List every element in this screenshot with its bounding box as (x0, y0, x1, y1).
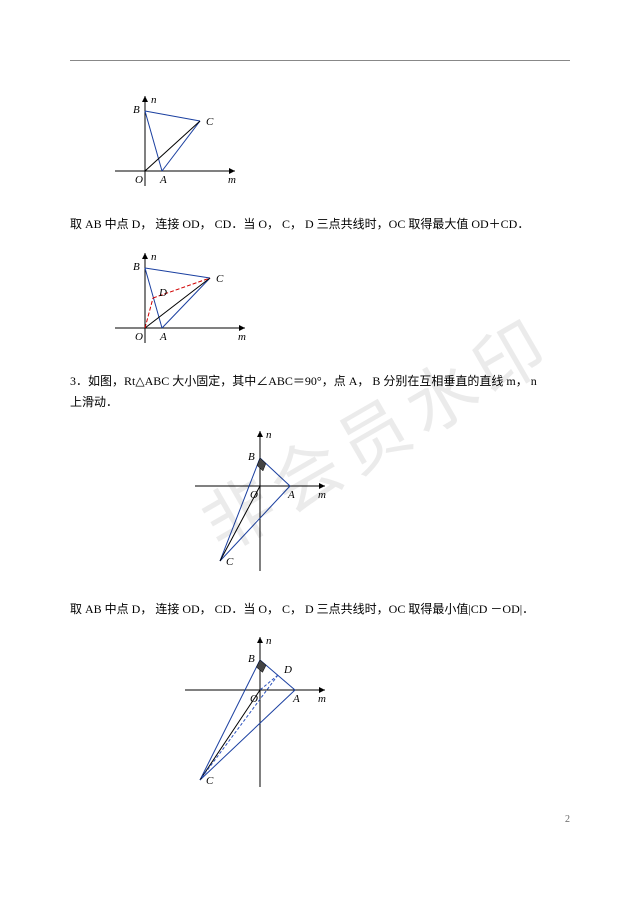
svg-text:m: m (228, 174, 236, 186)
svg-text:C: C (226, 556, 234, 568)
svg-text:O: O (135, 174, 143, 186)
svg-text:A: A (159, 331, 167, 343)
svg-text:m: m (318, 489, 326, 501)
svg-text:D: D (158, 287, 167, 299)
svg-text:m: m (318, 693, 326, 705)
svg-text:n: n (151, 251, 157, 263)
paragraph-2-line1: 3．如图，Rt△ABC 大小固定，其中∠ABC＝90°，点 A， B 分别在互相… (70, 374, 537, 388)
svg-text:A: A (159, 174, 167, 186)
svg-text:A: A (292, 693, 300, 705)
svg-text:n: n (266, 429, 272, 441)
svg-text:B: B (133, 104, 140, 116)
svg-text:B: B (133, 261, 140, 273)
svg-text:B: B (248, 653, 255, 665)
svg-text:n: n (151, 94, 157, 106)
svg-text:O: O (250, 489, 258, 501)
svg-text:m: m (238, 331, 246, 343)
document-page: m n A B C O 取 AB 中点 D， 连接 OD， CD．当 O， C， D 三点… (0, 0, 640, 855)
figure-2: m n A B C O D (110, 248, 570, 353)
svg-text:O: O (135, 331, 143, 343)
figure-4: m n A B C O D (180, 632, 570, 797)
svg-text:B: B (248, 451, 255, 463)
page-number: 2 (565, 814, 570, 825)
paragraph-3: 取 AB 中点 D， 连接 OD， CD．当 O， C， D 三点共线时，OC … (70, 599, 570, 621)
svg-text:O: O (250, 693, 258, 705)
svg-text:n: n (266, 635, 272, 647)
svg-text:C: C (206, 116, 214, 128)
figure-1: m n A B C O (110, 91, 570, 196)
svg-text:C: C (206, 775, 214, 787)
svg-text:C: C (216, 273, 224, 285)
paragraph-2-line2: 上滑动． (70, 395, 118, 409)
top-rule (70, 60, 570, 61)
figure-3: m n A B C O (190, 426, 570, 581)
svg-text:D: D (283, 664, 292, 676)
paragraph-2: 3．如图，Rt△ABC 大小固定，其中∠ABC＝90°，点 A， B 分别在互相… (70, 371, 570, 414)
paragraph-1: 取 AB 中点 D， 连接 OD， CD．当 O， C， D 三点共线时，OC … (70, 214, 570, 236)
svg-text:A: A (287, 489, 295, 501)
